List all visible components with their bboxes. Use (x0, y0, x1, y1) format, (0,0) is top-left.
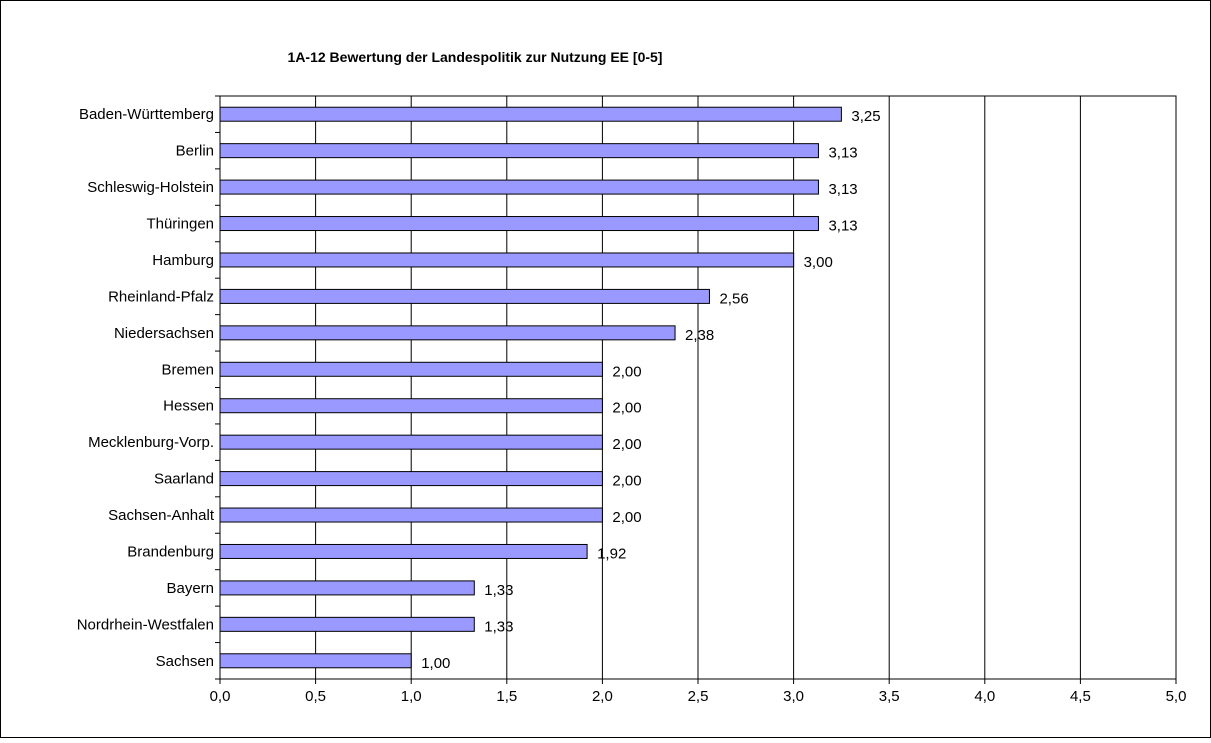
bar (219, 252, 795, 268)
category-label: Saarland (154, 471, 214, 488)
data-label: 3,13 (828, 181, 857, 198)
x-tick-label: 3,0 (783, 688, 804, 705)
bar (219, 325, 676, 341)
bar (219, 434, 603, 450)
bar (219, 398, 603, 414)
x-axis-tick-labels: 0,0 0,5 1,0 1,5 2,0 2,5 3,0 3,5 4,0 4,5 5,0 (210, 688, 1187, 705)
bar (219, 216, 819, 232)
x-tick-label: 3,5 (879, 688, 900, 705)
category-label: Sachsen-Anhalt (108, 507, 215, 524)
category-label: Baden-Württemberg (79, 106, 214, 123)
x-tick-label: 1,5 (496, 688, 517, 705)
data-label: 2,00 (612, 436, 641, 453)
bar (219, 616, 475, 632)
bar (219, 143, 819, 159)
category-label: Schleswig-Holstein (87, 179, 214, 196)
category-labels: Baden-Württemberg Berlin Schleswig-Holstei… (77, 106, 215, 670)
category-label: Thüringen (146, 216, 214, 233)
x-tick-label: 5,0 (1166, 688, 1187, 705)
category-label: Bremen (161, 361, 214, 378)
data-label: 3,13 (828, 145, 857, 162)
data-label: 2,00 (612, 400, 641, 417)
category-label: Hessen (163, 398, 214, 415)
category-label: Niedersachsen (114, 325, 214, 342)
data-label: 1,33 (484, 582, 513, 599)
data-label: 3,13 (828, 218, 857, 235)
data-label: 2,00 (612, 473, 641, 490)
bar (219, 543, 588, 559)
chart-title: 1A-12 Bewertung der Landespolitik zur Nu… (288, 49, 663, 65)
bar (219, 288, 710, 304)
x-tick-label: 4,5 (1070, 688, 1091, 705)
bar (219, 580, 475, 596)
data-label: 1,00 (421, 655, 450, 672)
data-label: 3,00 (804, 254, 833, 271)
category-label: Nordrhein-Westfalen (77, 616, 214, 633)
x-tick-label: 2,5 (688, 688, 709, 705)
x-tick-label: 2,0 (592, 688, 613, 705)
data-label: 2,56 (719, 290, 748, 307)
category-label: Mecklenburg-Vorp. (88, 434, 214, 451)
bar (219, 653, 412, 669)
category-label: Rheinland-Pfalz (108, 288, 214, 305)
x-tick-label: 0,5 (305, 688, 326, 705)
data-label: 1,92 (597, 545, 626, 562)
data-label: 2,00 (612, 509, 641, 526)
data-label: 2,00 (612, 363, 641, 380)
bars (219, 106, 842, 669)
data-label: 1,33 (484, 618, 513, 635)
x-tick-label: 0,0 (210, 688, 231, 705)
bar (219, 471, 603, 487)
bar (219, 106, 842, 122)
bar (219, 507, 603, 523)
category-label: Brandenburg (127, 543, 214, 560)
category-label: Sachsen (156, 653, 214, 670)
bar (219, 361, 603, 377)
data-labels: 3,25 3,13 3,13 3,13 3,00 2,56 2,38 2,00 2,00 2,00… (421, 108, 880, 672)
x-tick-label: 4,0 (974, 688, 995, 705)
category-label: Hamburg (152, 252, 214, 269)
data-label: 2,38 (685, 327, 714, 344)
x-tick-label: 1,0 (401, 688, 422, 705)
category-label: Berlin (176, 143, 214, 160)
bar (219, 179, 819, 195)
category-label: Bayern (166, 580, 214, 597)
data-label: 3,25 (851, 108, 880, 125)
